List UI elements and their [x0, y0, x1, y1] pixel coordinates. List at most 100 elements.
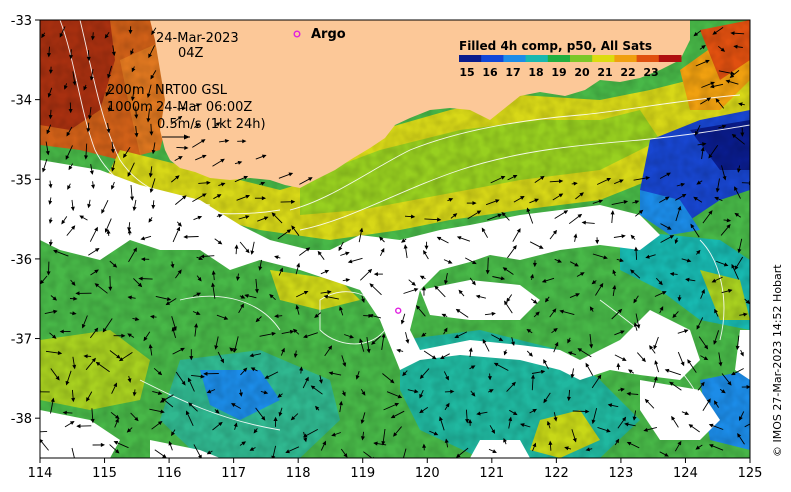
- current-arrow-head: [303, 334, 308, 339]
- current-arrow-head: [360, 419, 365, 424]
- current-arrow-head: [626, 391, 631, 396]
- current-arrow-head: [700, 146, 705, 152]
- current-arrow-head: [607, 403, 613, 408]
- current-arrow-head: [253, 428, 258, 434]
- current-arrow-head: [423, 249, 427, 255]
- current-arrow-head: [115, 418, 119, 423]
- current-arrow-head: [622, 416, 627, 422]
- current-arrow-head: [512, 174, 518, 179]
- current-arrow-head: [47, 52, 52, 58]
- current-arrow-head: [95, 361, 101, 366]
- current-arrow-head: [65, 155, 70, 160]
- current-arrow-head: [577, 213, 583, 219]
- current-arrow-head: [570, 374, 575, 379]
- current-arrow-head: [532, 408, 537, 413]
- current-arrow-head: [649, 345, 654, 350]
- current-arrow-head: [708, 154, 713, 159]
- current-arrow-head: [148, 343, 153, 349]
- current-arrow: [741, 182, 750, 184]
- current-arrow-head: [264, 375, 270, 379]
- current-arrow-head: [199, 254, 205, 259]
- current-arrow-head: [146, 93, 151, 99]
- current-arrow-head: [685, 277, 690, 282]
- colorbar-swatch: [658, 55, 682, 62]
- current-arrow-head: [745, 299, 750, 305]
- current-arrow-head: [708, 423, 714, 428]
- current-arrow-head: [149, 188, 154, 193]
- current-arrow-head: [730, 31, 735, 36]
- current-arrow-head: [62, 410, 67, 415]
- current-arrow-head: [645, 254, 650, 259]
- current-arrow-head: [170, 263, 175, 269]
- current-arrow-head: [183, 234, 188, 239]
- current-arrow-head: [286, 229, 292, 234]
- current-arrow-head: [116, 354, 121, 359]
- current-arrow-head: [91, 357, 96, 363]
- current-arrow-head: [233, 347, 238, 353]
- current-arrow-head: [250, 250, 255, 255]
- current-arrow-head: [89, 76, 94, 81]
- colorbar-label: 19: [551, 66, 566, 79]
- current-arrow-head: [302, 433, 308, 438]
- current-arrow-head: [255, 317, 260, 323]
- current-arrow-head: [619, 179, 624, 184]
- current-arrow-head: [695, 445, 700, 450]
- current-arrow-head: [328, 345, 333, 350]
- current-arrow-head: [666, 172, 671, 177]
- current-arrow-head: [664, 196, 670, 201]
- current-arrow-head: [127, 378, 132, 383]
- current-arrow-head: [111, 167, 116, 172]
- current-arrow-head: [534, 198, 539, 203]
- current-arrow-head: [712, 30, 717, 35]
- current-arrow-head: [624, 422, 629, 427]
- current-arrow-head: [444, 438, 449, 443]
- x-tick-label: 116: [157, 466, 182, 481]
- current-arrow-head: [506, 297, 511, 303]
- current-arrow-head: [182, 195, 187, 200]
- current-arrow-head: [669, 235, 675, 239]
- current-arrow-head: [725, 79, 731, 84]
- current-arrow-head: [740, 351, 744, 357]
- x-tick-label: 123: [608, 466, 633, 481]
- current-arrow-head: [733, 44, 738, 49]
- current-arrow-head: [52, 296, 57, 301]
- current-arrow-head: [727, 381, 732, 386]
- current-arrow-head: [258, 266, 263, 271]
- current-arrow-head: [217, 240, 223, 245]
- current-arrow-head: [180, 347, 185, 352]
- current-arrow-head: [341, 391, 346, 397]
- current-arrow: [40, 430, 48, 433]
- x-tick-label: 115: [92, 466, 117, 481]
- current-arrow-head: [393, 432, 398, 437]
- current-arrow-head: [680, 361, 685, 367]
- current-arrow-head: [235, 276, 240, 282]
- current-arrow-head: [48, 183, 53, 189]
- current-arrow-head: [113, 441, 119, 445]
- current-arrow-head: [669, 272, 675, 277]
- current-arrow-head: [53, 309, 58, 314]
- current-arrow-head: [421, 286, 427, 291]
- current-arrow-head: [134, 316, 140, 322]
- current-arrow-head: [381, 441, 386, 446]
- current-arrow-head: [686, 258, 692, 263]
- current-arrow-head: [331, 432, 336, 437]
- y-axis: -33 -34 -35 -36 -37 -38: [11, 14, 40, 427]
- current-arrow-head: [194, 323, 199, 328]
- current-arrow-head: [102, 328, 107, 333]
- argo-legend-label: Argo: [311, 27, 346, 42]
- current-arrow-head: [664, 452, 669, 457]
- current-arrow-head: [198, 454, 202, 458]
- current-arrow-head: [148, 218, 153, 223]
- current-arrow-head: [684, 411, 690, 415]
- current-arrow-head: [493, 362, 499, 367]
- current-arrow-head: [693, 196, 698, 201]
- current-arrow-head: [271, 212, 276, 217]
- current-arrow-head: [200, 139, 206, 144]
- current-arrow-head: [238, 392, 243, 397]
- current-arrow-head: [245, 248, 250, 254]
- current-arrow-head: [277, 393, 282, 398]
- current-arrow-head: [197, 215, 203, 220]
- current-arrow-head: [543, 398, 548, 404]
- argo-float-marker[interactable]: [395, 307, 402, 314]
- current-arrow-head: [293, 353, 298, 359]
